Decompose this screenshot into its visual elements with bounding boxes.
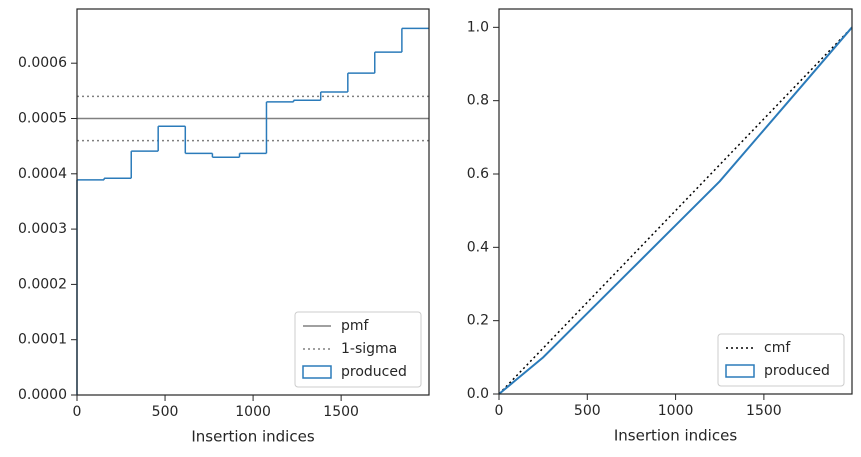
- y-tick-label: 0.0006: [18, 55, 67, 71]
- legend-swatch: [302, 365, 332, 379]
- y-tick-label: 0.0: [467, 386, 489, 402]
- x-axis-label: Insertion indices: [614, 427, 737, 445]
- line: [498, 26, 853, 395]
- y-tick-label: 0.0005: [18, 110, 67, 126]
- y-tick-label: 0.6: [467, 166, 489, 182]
- axes-frame: [76, 8, 430, 396]
- legend-box: [717, 333, 845, 387]
- legend-label: produced: [341, 364, 407, 380]
- y-tick-label: 0.8: [467, 93, 489, 109]
- y-tick-label: 0.0003: [18, 221, 67, 237]
- x-tick-label: 1000: [235, 404, 271, 420]
- x-tick-label: 1500: [746, 403, 782, 419]
- y-tick-label: 0.0001: [18, 332, 67, 348]
- y-tick-label: 0.2: [467, 313, 489, 329]
- legend-label: 1-sigma: [341, 341, 397, 357]
- x-tick-label: 1500: [323, 404, 359, 420]
- legend-swatch: [725, 364, 755, 378]
- x-tick-label: 500: [152, 404, 179, 420]
- legend-box: [294, 311, 422, 388]
- y-tick-label: 0.0002: [18, 276, 67, 292]
- y-tick-label: 0.0004: [18, 166, 67, 182]
- legend-label: produced: [764, 363, 830, 379]
- x-axis-label: Insertion indices: [191, 428, 314, 446]
- x-tick-label: 0: [495, 403, 504, 419]
- axes-frame: [498, 8, 853, 395]
- y-tick-label: 1.0: [467, 19, 489, 35]
- x-tick-label: 1000: [658, 403, 694, 419]
- legend-label: cmf: [764, 340, 791, 356]
- x-tick-label: 500: [574, 403, 601, 419]
- y-tick-label: 0.4: [467, 239, 489, 255]
- x-tick-label: 0: [73, 404, 82, 420]
- y-tick-label: 0.0000: [18, 387, 67, 403]
- legend-label: pmf: [341, 318, 370, 334]
